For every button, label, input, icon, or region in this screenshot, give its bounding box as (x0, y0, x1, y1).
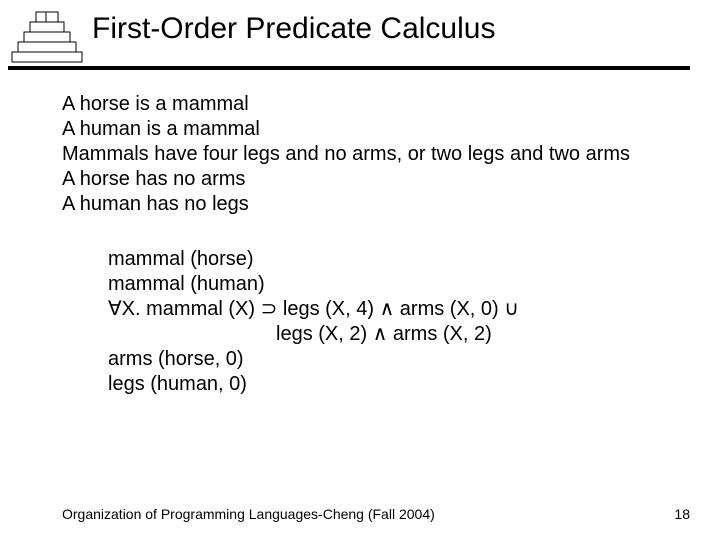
stmt-line: Mammals have four legs and no arms, or t… (62, 142, 670, 167)
pred-line: mammal (human) (108, 272, 670, 297)
slide-title: First-Order Predicate Calculus (92, 8, 495, 46)
pred-line: ∀X. mammal (X) ⊃ legs (X, 4) ∧ arms (X, … (108, 297, 670, 322)
pred-line: legs (human, 0) (108, 372, 670, 397)
title-rule (8, 66, 690, 70)
stmt-line: A horse has no arms (62, 167, 670, 192)
pred-line-cont: legs (X, 2) ∧ arms (X, 2) (108, 322, 670, 347)
stmt-line: A human has no legs (62, 192, 670, 217)
pred-line: mammal (horse) (108, 247, 670, 272)
stmt-line: A human is a mammal (62, 117, 670, 142)
predicate-formulas: mammal (horse) mammal (human) ∀X. mammal… (108, 247, 670, 397)
english-statements: A horse is a mammal A human is a mammal … (62, 92, 670, 217)
pred-line: arms (horse, 0) (108, 347, 670, 372)
slide-footer: Organization of Programming Languages-Ch… (62, 506, 690, 522)
stmt-line: A horse is a mammal (62, 92, 670, 117)
footer-text: Organization of Programming Languages-Ch… (62, 506, 435, 522)
pyramid-icon (8, 8, 86, 64)
slide-number: 18 (674, 506, 690, 522)
slide-header: First-Order Predicate Calculus (0, 0, 720, 64)
